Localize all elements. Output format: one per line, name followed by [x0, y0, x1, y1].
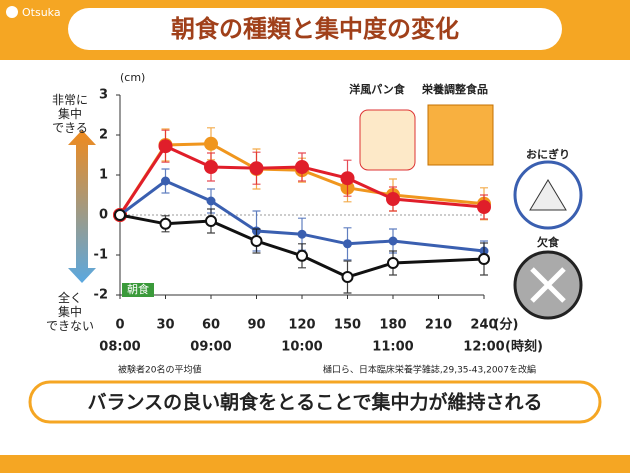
bottom-label: 全く集中できない	[46, 290, 94, 333]
point	[205, 215, 217, 227]
point	[114, 209, 126, 221]
y-tick-label: 1	[99, 168, 108, 183]
point	[158, 139, 173, 154]
x-tick-label: 0	[115, 318, 124, 333]
x-tick-label: 150	[334, 318, 361, 333]
bread-illustration	[359, 109, 416, 171]
point	[388, 236, 398, 246]
skip-x	[530, 267, 566, 303]
point	[340, 171, 355, 186]
time-tick-label: 11:00	[372, 340, 413, 355]
point	[250, 235, 263, 247]
time-tick-label: 10:00	[281, 340, 322, 355]
series-line	[118, 142, 485, 216]
y-tick-label: 0	[99, 208, 108, 223]
x-tick-label: 60	[202, 318, 220, 333]
y-tick-label: -1	[94, 248, 108, 263]
bar-illustration	[427, 104, 494, 166]
onigiri-shape	[529, 179, 567, 211]
legend-label: おにぎり	[526, 147, 570, 161]
point	[341, 271, 354, 283]
x-unit: (分)	[494, 317, 519, 333]
x-tick-label: 120	[288, 318, 315, 333]
start-tag	[122, 283, 154, 297]
note: 被験者20名の平均値	[118, 364, 201, 376]
source: 樋口ら、日本臨床栄養学雑誌,29,35-43,2007を改編	[323, 364, 536, 376]
title-pill	[68, 8, 562, 50]
x-tick-label: 30	[156, 318, 174, 333]
point	[477, 200, 491, 214]
legend-label: 欠食	[537, 235, 560, 249]
x-tick-label: 90	[247, 318, 265, 333]
chart-title: 朝食の種類と集中度の変化	[171, 15, 459, 43]
start-label: 朝食	[127, 282, 149, 296]
legend-label: 洋風パン食	[349, 82, 406, 96]
point	[297, 229, 307, 239]
y-tick-label: 2	[99, 128, 108, 143]
conclusion: バランスの良い朝食をとることで集中力が維持される	[87, 391, 542, 414]
legend-label: 栄養調整食品	[421, 82, 488, 96]
logo: Otsuka	[22, 6, 61, 19]
y-unit: (cm)	[120, 71, 145, 84]
conclusion-pill	[28, 380, 602, 424]
point	[206, 196, 216, 206]
point	[387, 257, 399, 269]
y-tick-label: -2	[94, 288, 108, 303]
point	[478, 253, 490, 265]
point	[204, 136, 218, 151]
time-tick-label: 09:00	[190, 340, 231, 355]
point	[249, 161, 264, 176]
logo-mark	[6, 6, 18, 18]
top-label: 非常に集中できる	[52, 93, 88, 135]
scale-arrow	[68, 130, 96, 283]
time-tick-label: 08:00	[99, 340, 140, 355]
x-tick-label: 240	[470, 318, 497, 333]
time-tick-label: 12:00	[463, 340, 504, 355]
point	[386, 192, 400, 206]
series-line	[118, 144, 485, 216]
x-tick-label: 180	[379, 318, 406, 333]
series-line	[119, 213, 485, 279]
series-line	[119, 179, 485, 253]
time-unit: (時刻)	[505, 339, 543, 355]
x-tick-label: 210	[425, 318, 452, 333]
y-tick-label: 3	[99, 88, 108, 103]
point	[296, 249, 308, 262]
point	[161, 176, 170, 186]
point	[159, 217, 172, 230]
point	[295, 160, 309, 174]
point	[204, 160, 218, 174]
footer-band	[0, 455, 630, 473]
point	[343, 239, 352, 249]
